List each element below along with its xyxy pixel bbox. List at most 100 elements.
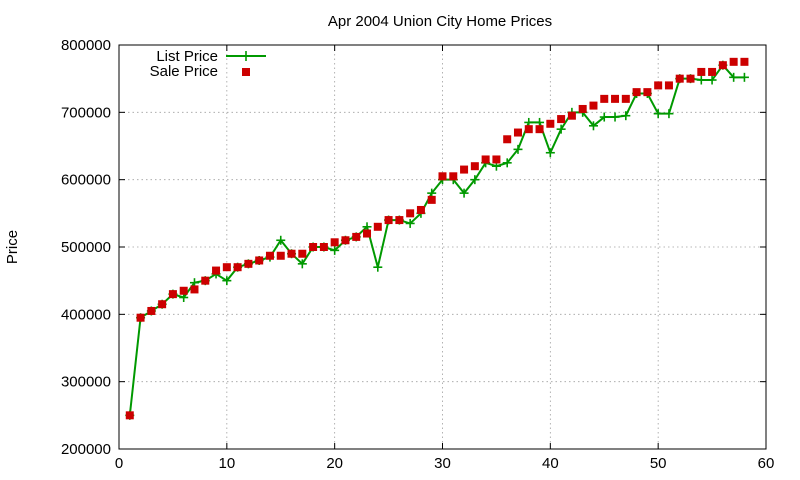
y-axis-label: Price: [4, 230, 21, 264]
list-price-point: [739, 72, 749, 82]
tick-labels: 0 10 20 30 40 50 60 200000 300000 400000 500000 600…: [61, 37, 774, 472]
sale-price-point: [416, 205, 425, 214]
sale-price-point: [168, 290, 177, 299]
sale-price-point: [697, 67, 706, 76]
list-price-point: [588, 121, 598, 131]
y-tick-label: 200000: [61, 441, 111, 458]
list-price-point: [373, 262, 383, 272]
sale-price-point: [287, 249, 296, 258]
list-price-point: [513, 144, 523, 154]
y-tick-label: 300000: [61, 374, 111, 391]
sale-price-point: [600, 94, 609, 103]
sale-price-point: [233, 263, 242, 272]
sale-price-point: [147, 306, 156, 315]
sale-price-point: [524, 125, 533, 134]
list-price-point: [556, 124, 566, 134]
sale-price-point: [513, 128, 522, 137]
list-price-point: [696, 75, 706, 85]
sale-price-point: [567, 111, 576, 120]
sale-price-point: [643, 88, 652, 97]
series-line-list-price: [128, 63, 745, 416]
list-price-point: [729, 72, 739, 82]
sale-price-point: [179, 286, 188, 295]
sale-price-point: [729, 57, 738, 66]
y-tick-label: 600000: [61, 172, 111, 189]
sale-price-point: [481, 155, 490, 164]
y-tick-label: 500000: [61, 239, 111, 256]
sale-price-point: [718, 61, 727, 70]
y-tick-label: 700000: [61, 104, 111, 121]
legend-marker-sale-price: [242, 68, 250, 76]
sale-price-point: [341, 236, 350, 245]
sale-price-point: [352, 232, 361, 241]
list-price-point: [222, 276, 232, 286]
sale-price-point: [675, 74, 684, 83]
sale-price-point: [557, 115, 566, 124]
sale-price-point: [406, 209, 415, 218]
x-tick-label: 40: [542, 455, 559, 472]
sale-price-point: [298, 249, 307, 258]
list-price-point: [545, 148, 555, 158]
list-price-point: [459, 188, 469, 198]
legend-label-sale-price: Sale Price: [150, 63, 218, 80]
y-tick-label: 800000: [61, 37, 111, 54]
sale-price-point: [503, 135, 512, 144]
plot-frame: [118, 44, 767, 450]
sale-price-point: [664, 81, 673, 90]
grid-lines: [119, 45, 766, 449]
list-price-point: [707, 75, 717, 85]
sale-price-point: [632, 88, 641, 97]
sale-price-point: [621, 94, 630, 103]
sale-price-point: [654, 81, 663, 90]
list-price-point: [664, 109, 674, 119]
sale-price-point: [265, 251, 274, 260]
sale-price-point: [449, 172, 458, 181]
legend-label-list-price: List Price: [156, 48, 218, 65]
series-layer: [125, 57, 749, 420]
sale-price-point: [578, 104, 587, 113]
sale-price-point: [395, 216, 404, 225]
sale-price-point: [309, 243, 318, 251]
sale-price-point: [373, 222, 382, 231]
sale-price-point: [546, 119, 555, 128]
sale-price-point: [244, 259, 253, 268]
sale-price-point: [492, 155, 501, 164]
x-tick-label: 10: [218, 455, 235, 472]
x-tick-label: 20: [326, 455, 343, 472]
sale-price-point: [158, 300, 167, 309]
sale-price-point: [384, 216, 393, 225]
sale-price-point: [460, 165, 469, 174]
sale-price-point: [319, 243, 328, 251]
sale-price-point: [686, 74, 695, 83]
sale-price-point: [708, 67, 717, 76]
list-price-point: [621, 111, 631, 121]
sale-price-point: [276, 251, 285, 260]
list-price-point: [599, 112, 609, 122]
x-tick-label: 0: [115, 455, 123, 472]
sale-price-point: [125, 411, 134, 420]
list-price-point: [653, 109, 663, 119]
sale-price-point: [201, 276, 210, 285]
x-tick-label: 50: [650, 455, 667, 472]
sale-price-point: [255, 256, 264, 265]
sale-price-point: [190, 285, 199, 294]
sale-price-point: [427, 195, 436, 204]
sale-price-point: [611, 94, 620, 103]
list-price-point: [502, 158, 512, 168]
list-price-point: [276, 235, 286, 245]
list-price-point: [405, 218, 415, 228]
sale-price-point: [470, 162, 479, 171]
sale-price-point: [136, 313, 145, 322]
x-tick-label: 60: [758, 455, 775, 472]
sale-price-point: [438, 172, 447, 181]
sale-price-point: [363, 229, 372, 238]
chart-title: Apr 2004 Union City Home Prices: [328, 13, 552, 30]
list-price-point: [330, 245, 340, 255]
legend: List Price Sale Price: [150, 48, 266, 80]
list-price-point: [470, 175, 480, 185]
y-tick-label: 400000: [61, 306, 111, 323]
x-tick-label: 30: [434, 455, 451, 472]
sale-price-point: [589, 101, 598, 110]
sale-price-point: [330, 238, 339, 247]
